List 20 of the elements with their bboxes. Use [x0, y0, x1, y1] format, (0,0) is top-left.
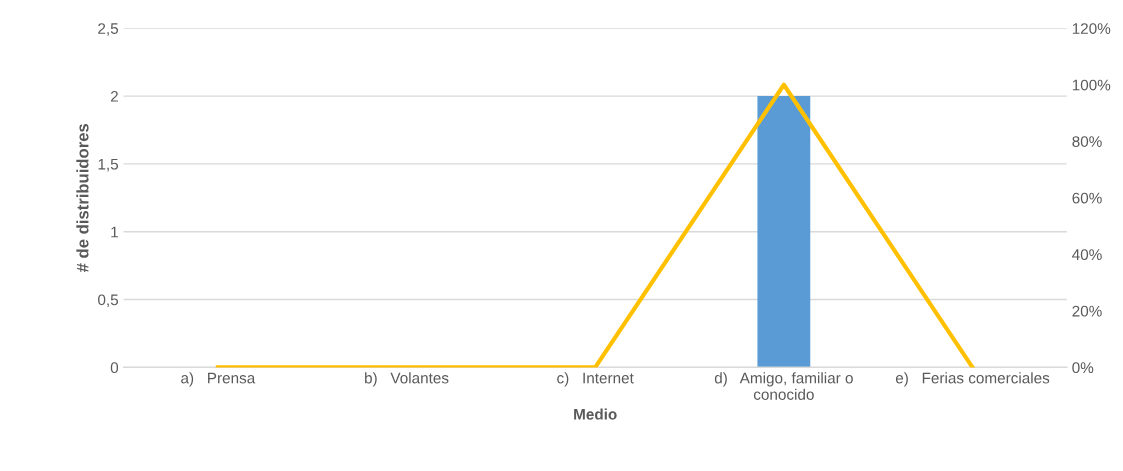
y2-tick-label: 0% [1072, 362, 1094, 374]
y-tick-label: 1 [111, 226, 118, 238]
y2-tick-label: 20% [1072, 305, 1102, 317]
y-tick-label: 0,5 [98, 294, 119, 308]
x-tick-label: d) Amigo, familiar o conocido [714, 372, 853, 400]
y-tick-label: 1,5 [98, 158, 119, 172]
y-tick-label: 2 [110, 90, 118, 102]
x-tick-label: b) Volantes [365, 372, 449, 387]
y-tick-label: 2,5 [98, 23, 119, 36]
y2-tick-label: 60% [1072, 192, 1102, 204]
y-axis-title: # de distribuidores [76, 123, 89, 273]
x-tick-label: a) Prensa [181, 372, 256, 387]
y2-tick-label: 120% [1072, 23, 1111, 34]
y2-tick-label: 100% [1072, 79, 1111, 91]
y-tick-label: 0 [110, 362, 119, 374]
x-tick-label: e) Ferias comerciales [895, 372, 1050, 387]
y2-tick-label: 40% [1072, 249, 1102, 261]
y2-tick-label: 80% [1072, 136, 1102, 147]
x-axis-title: Medio [574, 408, 617, 420]
x-tick-label: c) Internet [557, 372, 634, 387]
